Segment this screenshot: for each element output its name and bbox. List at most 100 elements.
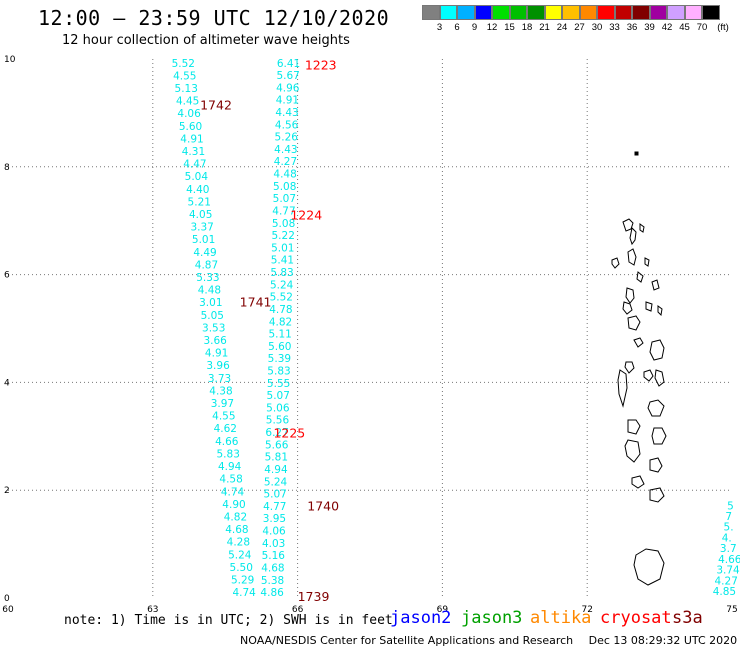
swh-value: 5.81	[265, 452, 288, 464]
island-outline	[649, 457, 663, 473]
swh-value: 4.03	[262, 538, 285, 550]
swh-value: 4.68	[225, 524, 248, 536]
units-note: note: 1) Time is in UTC; 2) SWH is in fe…	[64, 613, 393, 628]
footer-timestamp: Dec 13 08:29:32 UTC 2020	[588, 634, 738, 647]
swh-value: 4.55	[212, 411, 235, 423]
legend-label: 27	[574, 22, 585, 33]
swh-value: 4.66	[215, 436, 239, 448]
island-outline	[636, 271, 644, 283]
swh-value: 3.97	[211, 398, 234, 410]
island-outline	[633, 548, 665, 586]
swh-value: 5.39	[268, 353, 291, 365]
swh-value: 4.90	[222, 499, 245, 511]
footer: NOAA/NESDIS Center for Satellite Applica…	[240, 634, 737, 647]
island-outline	[649, 339, 665, 361]
legend-label: 42	[661, 22, 673, 33]
swh-value: 4.43	[275, 107, 298, 119]
swh-value: 5.55	[267, 378, 290, 390]
swh-value: 5.56	[266, 415, 290, 427]
island-outline	[645, 301, 653, 312]
swh-value: 4.43	[274, 144, 297, 156]
swh-value: 4.77	[263, 501, 286, 513]
x-tick-label: 72	[581, 605, 592, 615]
swh-value: 5.67	[276, 70, 299, 82]
island-outline	[639, 223, 645, 233]
swh-value: 4.05	[189, 209, 212, 221]
legend-label: 3	[436, 22, 443, 33]
swh-value: 4.94	[218, 461, 242, 473]
swh-value: 4.82	[269, 316, 292, 328]
track-time-label: 1742	[200, 97, 232, 112]
island-outline	[611, 257, 620, 269]
swh-value: 4.96	[276, 82, 300, 94]
swh-value: 5.16	[262, 550, 286, 562]
swh-value: 3.74	[716, 565, 740, 577]
swh-value: 4.	[722, 532, 732, 544]
swh-value: 3.73	[208, 373, 231, 385]
swh-value: 4.86	[260, 587, 284, 599]
swh-value: 4.28	[227, 537, 250, 549]
x-tick-label: 63	[147, 605, 158, 615]
swh-value: 5.66	[265, 439, 289, 451]
island-outline	[625, 287, 635, 304]
swh-value: 5	[727, 500, 734, 512]
swh-value: 5.07	[273, 193, 296, 205]
swh-value: 4.66	[718, 554, 740, 566]
satellite-label: altika	[530, 608, 592, 628]
swh-value: 5.08	[273, 181, 296, 193]
swh-value: 4.31	[182, 146, 205, 158]
legend-swatch	[474, 5, 492, 20]
swh-value: 4.27	[274, 156, 297, 168]
swh-value: 4.87	[195, 259, 218, 271]
swh-value: 4.91	[180, 133, 203, 145]
satellite-label: jason2	[390, 608, 452, 628]
track-time-label: 1223	[305, 57, 337, 72]
y-tick-label: 10	[4, 55, 16, 65]
swh-value: 4.48	[273, 169, 296, 181]
island-outline	[644, 257, 650, 267]
swh-value: 5.05	[201, 310, 224, 322]
island-outline	[634, 151, 639, 156]
swh-value: 5.22	[272, 230, 295, 242]
swh-value: 5.83	[267, 366, 290, 378]
track-time-label: 1224	[290, 207, 322, 222]
swh-value: 5.52	[270, 292, 293, 304]
swh-value: 3.7	[720, 543, 737, 555]
map-grid	[8, 59, 732, 598]
island-outline	[627, 248, 637, 266]
color-legend-labels: 3 6 9 12 15 18 21 24 27 30 33 36 39 42 45 70 (ft)	[422, 22, 740, 34]
swh-value: 4.40	[186, 184, 209, 196]
swh-value: 5.21	[188, 196, 211, 208]
swh-value: 5.24	[270, 279, 294, 291]
legend-label: 15	[504, 22, 515, 33]
legend-label: 70	[696, 22, 708, 33]
swh-value: 4.27	[715, 575, 738, 587]
swh-value: 5.24	[228, 549, 252, 561]
swh-points: 5.524.555.134.454.065.604.914.314.475.04…	[172, 58, 740, 599]
footer-credit: NOAA/NESDIS Center for Satellite Applica…	[240, 634, 574, 647]
swh-value: 5.60	[268, 341, 291, 353]
legend-swatch	[684, 5, 702, 20]
swh-value: 4.74	[232, 587, 256, 599]
satellite-label: jason3	[461, 608, 523, 628]
island-outline	[654, 369, 665, 387]
color-legend	[422, 5, 720, 20]
legend-label: 39	[644, 22, 655, 33]
swh-value: 5.50	[230, 562, 253, 574]
swh-value: 5.60	[179, 121, 202, 133]
swh-value: 5.26	[275, 132, 299, 144]
swh-value: 4.45	[176, 96, 199, 108]
island-outline	[627, 419, 641, 435]
island-outline	[647, 399, 665, 417]
legend-swatch	[422, 5, 440, 20]
satellite-label: cryosat	[600, 608, 672, 628]
legend-swatch	[457, 5, 475, 20]
axis-tick-labels: 60 63 66 69 72 75 0 2 4 6 8 10	[2, 55, 737, 615]
swh-value: 3.53	[202, 322, 225, 334]
swh-value: 4.68	[261, 562, 284, 574]
legend-label: 30	[591, 22, 603, 33]
legend-label: 6	[454, 22, 460, 33]
swh-value: 4.55	[173, 70, 196, 82]
track-time-labels: 1742 1741 1740 1739 1223 1224 1225	[200, 57, 339, 603]
legend-swatch	[649, 5, 667, 20]
